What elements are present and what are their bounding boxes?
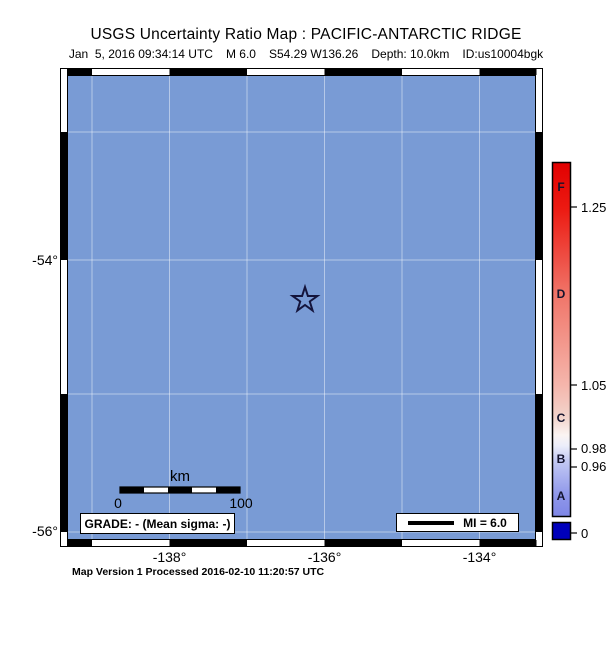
grade-badge: GRADE: - (Mean sigma: -)	[80, 513, 235, 534]
map-frame	[60, 68, 543, 547]
mi-value-label: MI = 6.0	[463, 515, 507, 530]
event-depth: Depth: 10.0km	[371, 47, 450, 61]
colorbar-grade-c: C	[556, 411, 566, 425]
mi-badge: MI = 6.0	[396, 513, 519, 532]
mi-scale-line-icon	[408, 520, 455, 525]
scalebar-end-label: 100	[229, 495, 253, 511]
event-info-line: Jan 5, 2016 09:34:14 UTC M 6.0 S54.29 W1…	[0, 47, 612, 61]
event-magnitude: M 6.0	[225, 47, 256, 61]
event-id: ID:us10004bgk	[462, 47, 544, 61]
scalebar-unit-label: km	[170, 468, 190, 485]
colorbar-tick-zero: 0	[581, 526, 589, 541]
map-version-text: Map Version 1 Processed 2016-02-10 11:20…	[72, 566, 325, 578]
colorbar-zero-box	[551, 521, 572, 541]
lon-label-136: -136°	[307, 549, 342, 565]
colorbar-tick-105: 1.05	[581, 378, 607, 393]
lat-label-54: -54°	[32, 252, 58, 268]
colorbar-tick-096: 0.96	[581, 459, 607, 474]
colorbar-grade-f: F	[557, 180, 565, 194]
epicenter-star-icon	[289, 283, 321, 314]
lon-label-134: -134°	[462, 549, 497, 565]
colorbar-grade-b: B	[556, 452, 566, 466]
colorbar-icon	[551, 161, 577, 541]
lat-label-56: -56°	[32, 523, 58, 539]
event-coordinates: S54.29 W136.26	[268, 47, 359, 61]
colorbar-tick-098: 0.98	[581, 441, 607, 456]
map-title: USGS Uncertainty Ratio Map : PACIFIC-ANT…	[90, 26, 522, 43]
colorbar-tick-125: 1.25	[581, 200, 607, 215]
colorbar-grade-a: A	[556, 489, 566, 503]
scalebar-start-label: 0	[114, 495, 122, 511]
scalebar-icon	[119, 486, 241, 494]
colorbar-grade-d: D	[556, 287, 566, 301]
event-datetime: Jan 5, 2016 09:34:14 UTC	[68, 47, 213, 61]
lon-label-138: -138°	[152, 549, 187, 565]
